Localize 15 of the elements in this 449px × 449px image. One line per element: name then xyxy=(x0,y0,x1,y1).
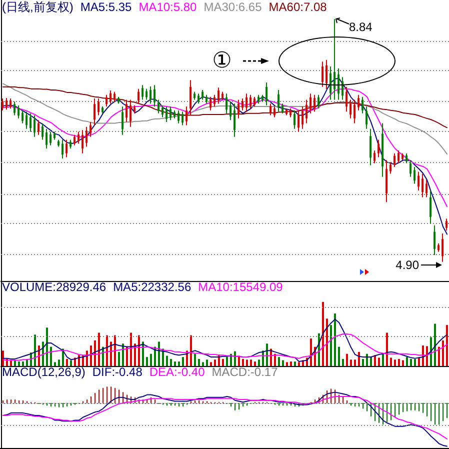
chart-title: MACD(12,26,9) xyxy=(2,365,86,379)
annotation: 4.90 xyxy=(396,258,420,272)
text: MA5:5.35 xyxy=(80,0,132,14)
chart-title: (日线,前复权) xyxy=(2,0,74,14)
series-label: DEA:-0.40 xyxy=(149,365,206,379)
chart-title: VOLUME:28929.46 xyxy=(2,280,106,294)
series-label: DIF:-0.48 xyxy=(92,365,143,379)
annotation: MACD:-0.17 xyxy=(212,365,278,379)
text: MA30:6.65 xyxy=(204,0,262,14)
text: MA10:5.80 xyxy=(138,0,198,14)
text: MA10:15549.09 xyxy=(198,280,284,294)
annotation: 8.84 xyxy=(349,20,373,34)
text: MA5:22332.56 xyxy=(113,280,192,294)
annotation: ① xyxy=(212,48,232,74)
text: MA60:7.08 xyxy=(268,0,328,14)
